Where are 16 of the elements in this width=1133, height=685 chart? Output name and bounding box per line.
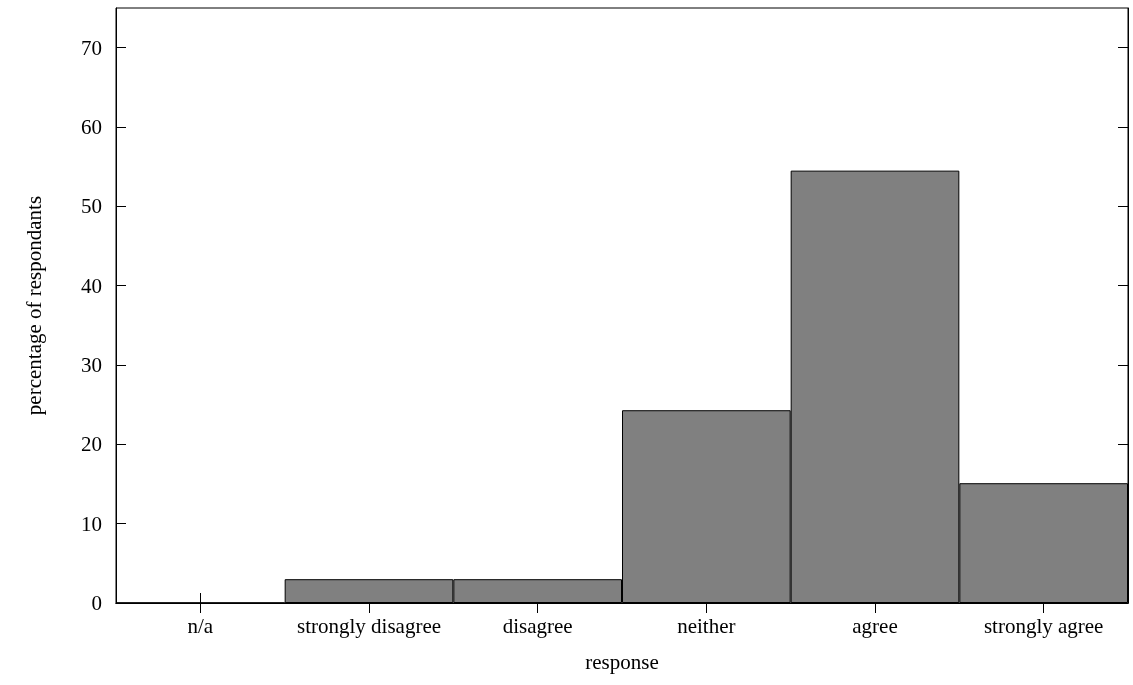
- y-tick-label: 70: [81, 35, 102, 60]
- y-tick-label: 60: [81, 115, 102, 139]
- x-tick-label: agree: [852, 613, 898, 638]
- x-axis-title: response: [585, 649, 659, 674]
- x-tick-label: disagree: [502, 613, 573, 638]
- y-axis-title: percentage of respondants: [21, 195, 46, 416]
- y-tick-label: 30: [81, 353, 102, 377]
- y-tick-label: 20: [81, 432, 102, 457]
- x-tick-label: neither: [677, 613, 736, 638]
- y-tick-label: 10: [81, 511, 102, 536]
- y-tick-label: 0: [91, 591, 102, 615]
- y-tick-label: 50: [81, 194, 102, 219]
- y-tick-label: 40: [81, 273, 102, 298]
- x-tick-label: n/a: [187, 613, 214, 638]
- x-tick-label: strongly agree: [983, 613, 1104, 638]
- x-tick-label: strongly disagree: [296, 613, 442, 638]
